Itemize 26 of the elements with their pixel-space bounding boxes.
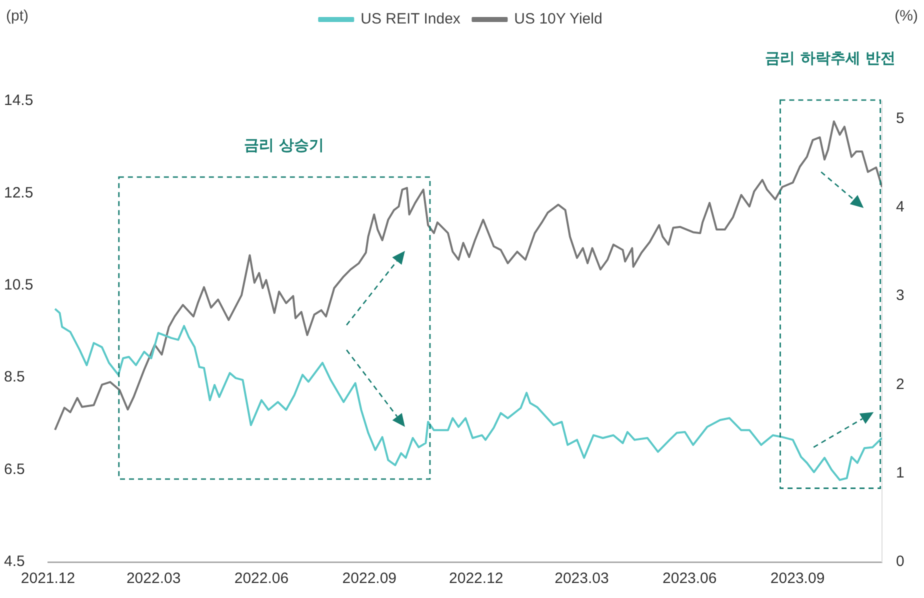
annotation: 금리 상승기: [244, 136, 324, 156]
x-tick-label: 2021.12: [20, 570, 76, 588]
x-tick-label: 2023.06: [662, 570, 717, 588]
y2-tick-label: 4: [896, 198, 904, 216]
y2-axis-title: (%): [894, 8, 918, 25]
legend-label: US 10Y Yield: [514, 10, 602, 28]
y-tick-label: 10.5: [4, 276, 34, 294]
legend-label: US REIT Index: [360, 10, 461, 28]
y2-tick-label: 3: [896, 287, 904, 304]
y-axis-title: (pt): [6, 8, 29, 25]
x-tick-label: 2023.03: [554, 570, 609, 588]
y2-tick-label: 2: [896, 376, 904, 393]
y-tick-label: 8.5: [4, 368, 25, 386]
x-tick-label: 2022.03: [126, 570, 181, 588]
text: 금리 하락추세 반전: [765, 48, 896, 68]
x-tick-label: 2022.06: [234, 570, 289, 588]
y2-tick-label: 1: [896, 464, 904, 482]
x-tick-label: 2022.09: [342, 570, 397, 588]
y2-tick-label: 5: [896, 110, 904, 127]
y2-tick-label: 0: [896, 553, 904, 570]
y-tick-label: 12.5: [4, 184, 34, 202]
y-tick-label: 14.5: [4, 92, 34, 110]
x-tick-label: 2022.12: [449, 570, 504, 588]
x-tick-label: 2023.09: [770, 570, 825, 588]
y-tick-label: 4.5: [4, 553, 25, 570]
y-tick-label: 6.5: [4, 460, 25, 478]
